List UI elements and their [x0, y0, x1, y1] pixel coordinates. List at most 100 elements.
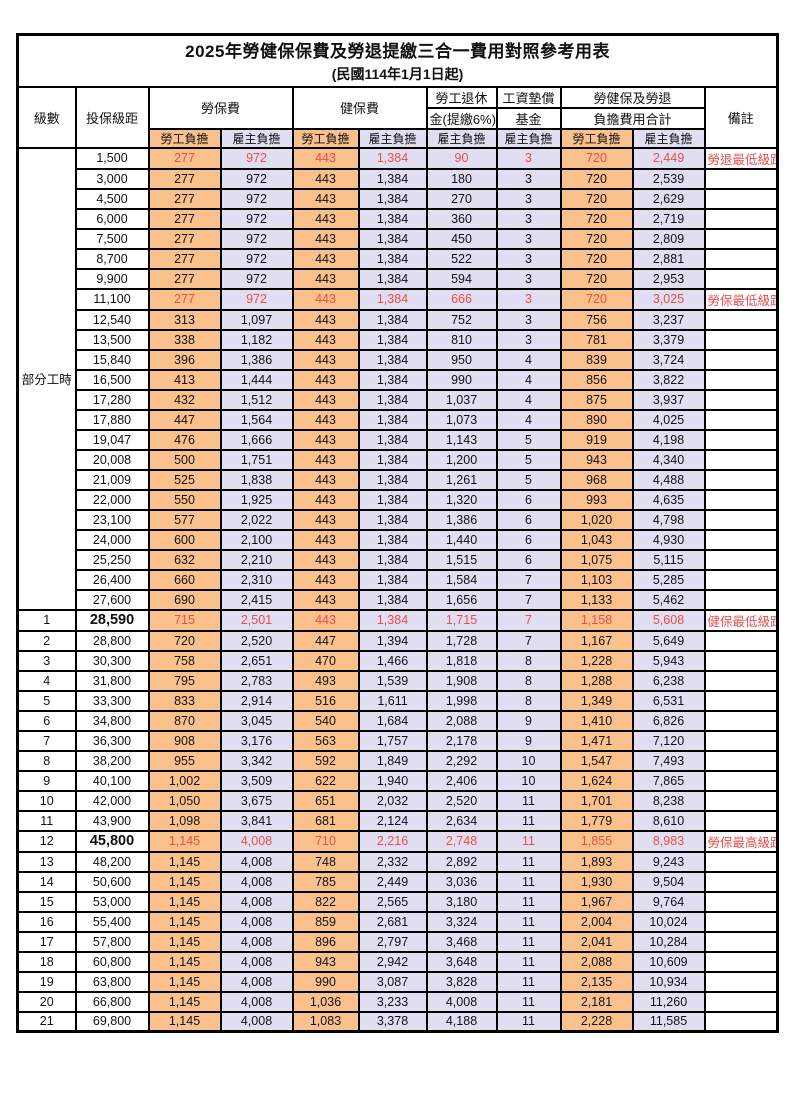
pension-employer-cell: 1,073: [425, 408, 498, 431]
total-employer-cell: 10,609: [631, 950, 706, 973]
remark-cell: 勞保最高級距: [703, 829, 779, 853]
health-employer-cell: 1,384: [357, 408, 428, 431]
level-cell: 20: [16, 990, 77, 1013]
subheader-labor-employer: 雇主負擔: [219, 127, 294, 149]
labor-employer-cell: 1,838: [219, 468, 294, 491]
table-row: 15 53,000 1,145 4,008 822 2,565 3,180 11 1,967 9,…: [16, 890, 779, 913]
health-employer-cell: 1,384: [357, 548, 428, 571]
total-employer-cell: 5,649: [631, 629, 706, 652]
wagefund-employer-cell: 6: [495, 528, 562, 551]
labor-employer-cell: 3,841: [219, 809, 294, 832]
total-employer-cell: 4,198: [631, 428, 706, 451]
total-employer-cell: 10,024: [631, 910, 706, 933]
total-employee-cell: 1,624: [559, 769, 634, 792]
remark-cell: [703, 227, 779, 250]
labor-employee-cell: 660: [147, 568, 222, 591]
total-employer-cell: 3,937: [631, 388, 706, 411]
labor-employer-cell: 972: [219, 267, 294, 290]
table-row: 6 34,800 870 3,045 540 1,684 2,088 9 1,410 6,826: [16, 709, 779, 732]
level-cell: 13: [16, 850, 77, 873]
health-employer-cell: 1,384: [357, 247, 428, 270]
health-employee-cell: 540: [291, 709, 360, 732]
total-employer-cell: 8,610: [631, 809, 706, 832]
wagefund-employer-cell: 5: [495, 448, 562, 471]
level-cell: 11: [16, 809, 77, 832]
col-header-pension-line2: 金(提繳6%): [425, 106, 498, 130]
health-employer-cell: 1,384: [357, 428, 428, 451]
health-employee-cell: 443: [291, 528, 360, 551]
health-employer-cell: 1,384: [357, 308, 428, 331]
pension-employer-cell: 1,908: [425, 669, 498, 692]
table-row: 14 50,600 1,145 4,008 785 2,449 3,036 11 1,930 9,…: [16, 870, 779, 893]
total-employee-cell: 2,181: [559, 990, 634, 1013]
pension-employer-cell: 2,634: [425, 809, 498, 832]
level-cell: 9: [16, 769, 77, 792]
remark-cell: [703, 689, 779, 712]
total-employer-cell: 4,798: [631, 508, 706, 531]
pension-employer-cell: 3,828: [425, 970, 498, 993]
health-employee-cell: 681: [291, 809, 360, 832]
table-row: 15,840 396 1,386 443 1,384 950 4 839 3,724: [18, 348, 779, 371]
health-employer-cell: 1,384: [357, 588, 428, 611]
health-employer-cell: 3,378: [357, 1010, 428, 1033]
total-employee-cell: 1,967: [559, 890, 634, 913]
table-row: 6,000 277 972 443 1,384 360 3 720 2,719: [18, 207, 779, 230]
total-employee-cell: 856: [559, 368, 634, 391]
part-time-merged-cell: 部分工時: [16, 146, 77, 611]
pension-employer-cell: 2,178: [425, 729, 498, 752]
health-employer-cell: 2,797: [357, 930, 428, 953]
labor-employer-cell: 1,564: [219, 408, 294, 431]
pension-employer-cell: 522: [425, 247, 498, 270]
labor-employer-cell: 972: [219, 187, 294, 210]
level-cell: 10: [16, 789, 77, 812]
labor-employee-cell: 908: [147, 729, 222, 752]
wagefund-employer-cell: 9: [495, 729, 562, 752]
total-employee-cell: 720: [559, 187, 634, 210]
table-row: 19 63,800 1,145 4,008 990 3,087 3,828 11 2,135 10…: [16, 970, 779, 993]
labor-employee-cell: 1,145: [147, 910, 222, 933]
pension-employer-cell: 1,728: [425, 629, 498, 652]
labor-employer-cell: 2,415: [219, 588, 294, 611]
wagefund-employer-cell: 11: [495, 870, 562, 893]
remark-cell: [703, 308, 779, 331]
health-employee-cell: 785: [291, 870, 360, 893]
labor-employer-cell: 972: [219, 146, 294, 170]
table-row: 3,000 277 972 443 1,384 180 3 720 2,539: [18, 167, 779, 190]
labor-employee-cell: 1,050: [147, 789, 222, 812]
pension-employer-cell: 810: [425, 328, 498, 351]
labor-employer-cell: 2,783: [219, 669, 294, 692]
wagefund-employer-cell: 6: [495, 488, 562, 511]
labor-employee-cell: 1,145: [147, 829, 222, 853]
total-employer-cell: 9,764: [631, 890, 706, 913]
total-employee-cell: 720: [559, 146, 634, 170]
health-employer-cell: 1,611: [357, 689, 428, 712]
total-employee-cell: 1,228: [559, 649, 634, 672]
wagefund-employer-cell: 3: [495, 146, 562, 170]
health-employee-cell: 443: [291, 167, 360, 190]
labor-employer-cell: 4,008: [219, 829, 294, 853]
remark-cell: [703, 368, 779, 391]
pension-employer-cell: 1,584: [425, 568, 498, 591]
health-employee-cell: 859: [291, 910, 360, 933]
total-employee-cell: 1,103: [559, 568, 634, 591]
bracket-cell: 36,300: [74, 729, 150, 752]
total-employer-cell: 6,826: [631, 709, 706, 732]
labor-employee-cell: 632: [147, 548, 222, 571]
total-employer-cell: 2,449: [631, 146, 706, 170]
table-row: 8 38,200 955 3,342 592 1,849 2,292 10 1,547 7,493: [16, 749, 779, 772]
total-employer-cell: 4,930: [631, 528, 706, 551]
remark-cell: 健保最低級距: [703, 608, 779, 632]
labor-employer-cell: 4,008: [219, 970, 294, 993]
subheader-total-employer: 雇主負擔: [631, 127, 706, 149]
labor-employee-cell: 870: [147, 709, 222, 732]
table-row: 10 42,000 1,050 3,675 651 2,032 2,520 11 1,701 8,…: [16, 789, 779, 812]
col-header-wagefund-line2: 基金: [495, 106, 562, 130]
labor-employee-cell: 600: [147, 528, 222, 551]
bracket-cell: 19,047: [74, 428, 150, 451]
total-employer-cell: 3,237: [631, 308, 706, 331]
labor-employee-cell: 715: [147, 608, 222, 632]
health-employee-cell: 943: [291, 950, 360, 973]
health-employer-cell: 2,681: [357, 910, 428, 933]
wagefund-employer-cell: 5: [495, 468, 562, 491]
